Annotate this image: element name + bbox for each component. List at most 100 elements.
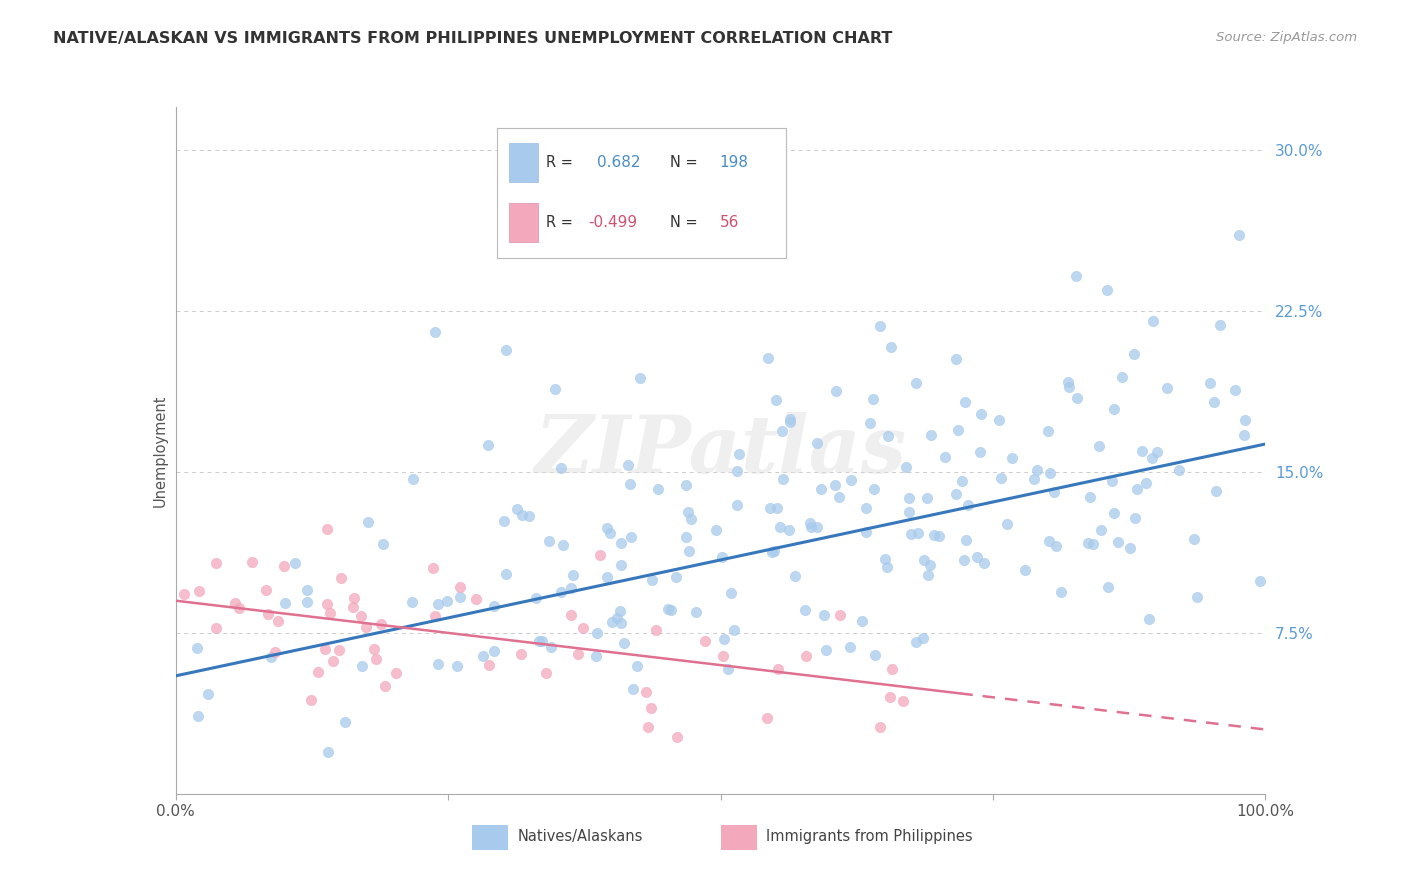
Point <box>1056 375 1078 389</box>
Point <box>477 438 499 452</box>
Point <box>374 679 396 693</box>
Point <box>988 413 1011 427</box>
Point <box>1140 451 1163 466</box>
Point <box>1123 510 1146 524</box>
Text: NATIVE/ALASKAN VS IMMIGRANTS FROM PHILIPPINES UNEMPLOYMENT CORRELATION CHART: NATIVE/ALASKAN VS IMMIGRANTS FROM PHILIP… <box>53 31 893 46</box>
Point <box>401 595 423 609</box>
Point <box>273 559 295 574</box>
Point <box>560 608 582 623</box>
Point <box>810 482 832 496</box>
Point <box>1090 523 1112 537</box>
Point <box>173 587 195 601</box>
Point <box>953 395 976 409</box>
Point <box>1111 370 1133 384</box>
Point <box>912 553 935 567</box>
Point <box>678 544 700 558</box>
Point <box>1038 534 1060 549</box>
Point <box>879 340 901 354</box>
Point <box>510 647 533 661</box>
Point <box>783 568 806 582</box>
Point <box>1119 541 1142 556</box>
Point <box>647 482 669 496</box>
Point <box>665 570 688 584</box>
Point <box>373 537 395 551</box>
Point <box>869 318 891 333</box>
Point <box>529 633 551 648</box>
Point <box>370 616 392 631</box>
Point <box>769 520 792 534</box>
Point <box>342 599 364 614</box>
Point <box>851 615 873 629</box>
Point <box>1024 472 1046 486</box>
Point <box>659 603 682 617</box>
Point <box>675 530 697 544</box>
Point <box>904 376 927 390</box>
Point <box>427 657 450 671</box>
Point <box>610 535 633 549</box>
Point <box>841 474 863 488</box>
Point <box>1137 612 1160 626</box>
Point <box>1101 474 1123 488</box>
Point <box>1234 413 1257 427</box>
Point <box>188 583 211 598</box>
Point <box>1146 445 1168 459</box>
Point <box>1204 395 1226 409</box>
Point <box>779 411 801 425</box>
Point <box>599 525 621 540</box>
Point <box>384 666 406 681</box>
Point <box>704 523 727 537</box>
Point <box>295 595 318 609</box>
Point <box>307 665 329 679</box>
Point <box>425 609 447 624</box>
Point <box>228 601 250 615</box>
Point <box>1038 467 1060 481</box>
Point <box>720 586 742 600</box>
Point <box>904 635 927 649</box>
Point <box>928 529 950 543</box>
Point <box>945 352 967 367</box>
Point <box>897 491 920 505</box>
Point <box>297 583 319 598</box>
Point <box>319 607 342 621</box>
Point <box>1185 591 1208 605</box>
Point <box>898 505 921 519</box>
Point <box>1026 463 1049 477</box>
Point <box>506 502 529 516</box>
Point <box>530 633 553 648</box>
Point <box>354 620 377 634</box>
Point <box>478 657 501 672</box>
Point <box>1077 536 1099 550</box>
Point <box>1088 439 1111 453</box>
Point <box>911 631 934 645</box>
Point <box>869 720 891 734</box>
Point <box>794 648 817 663</box>
Point <box>550 584 572 599</box>
Point <box>1097 580 1119 594</box>
Point <box>970 407 993 421</box>
Point <box>794 603 817 617</box>
Point <box>934 450 956 465</box>
Point <box>274 596 297 610</box>
Point <box>762 544 785 558</box>
Point <box>855 524 877 539</box>
Point <box>828 490 851 504</box>
Point <box>863 482 886 496</box>
Point <box>945 487 967 501</box>
Point <box>814 643 837 657</box>
Point <box>1249 574 1271 588</box>
Point <box>538 533 561 548</box>
Point <box>254 582 277 597</box>
Point <box>855 501 877 516</box>
Point <box>524 591 547 605</box>
Point <box>187 709 209 723</box>
Point <box>917 491 939 505</box>
Point <box>657 602 679 616</box>
Point <box>186 640 208 655</box>
Point <box>800 520 823 534</box>
Point <box>770 424 793 438</box>
Point <box>240 555 263 569</box>
Point <box>619 476 641 491</box>
Point <box>766 500 789 515</box>
Point <box>606 611 628 625</box>
Point <box>600 615 623 630</box>
